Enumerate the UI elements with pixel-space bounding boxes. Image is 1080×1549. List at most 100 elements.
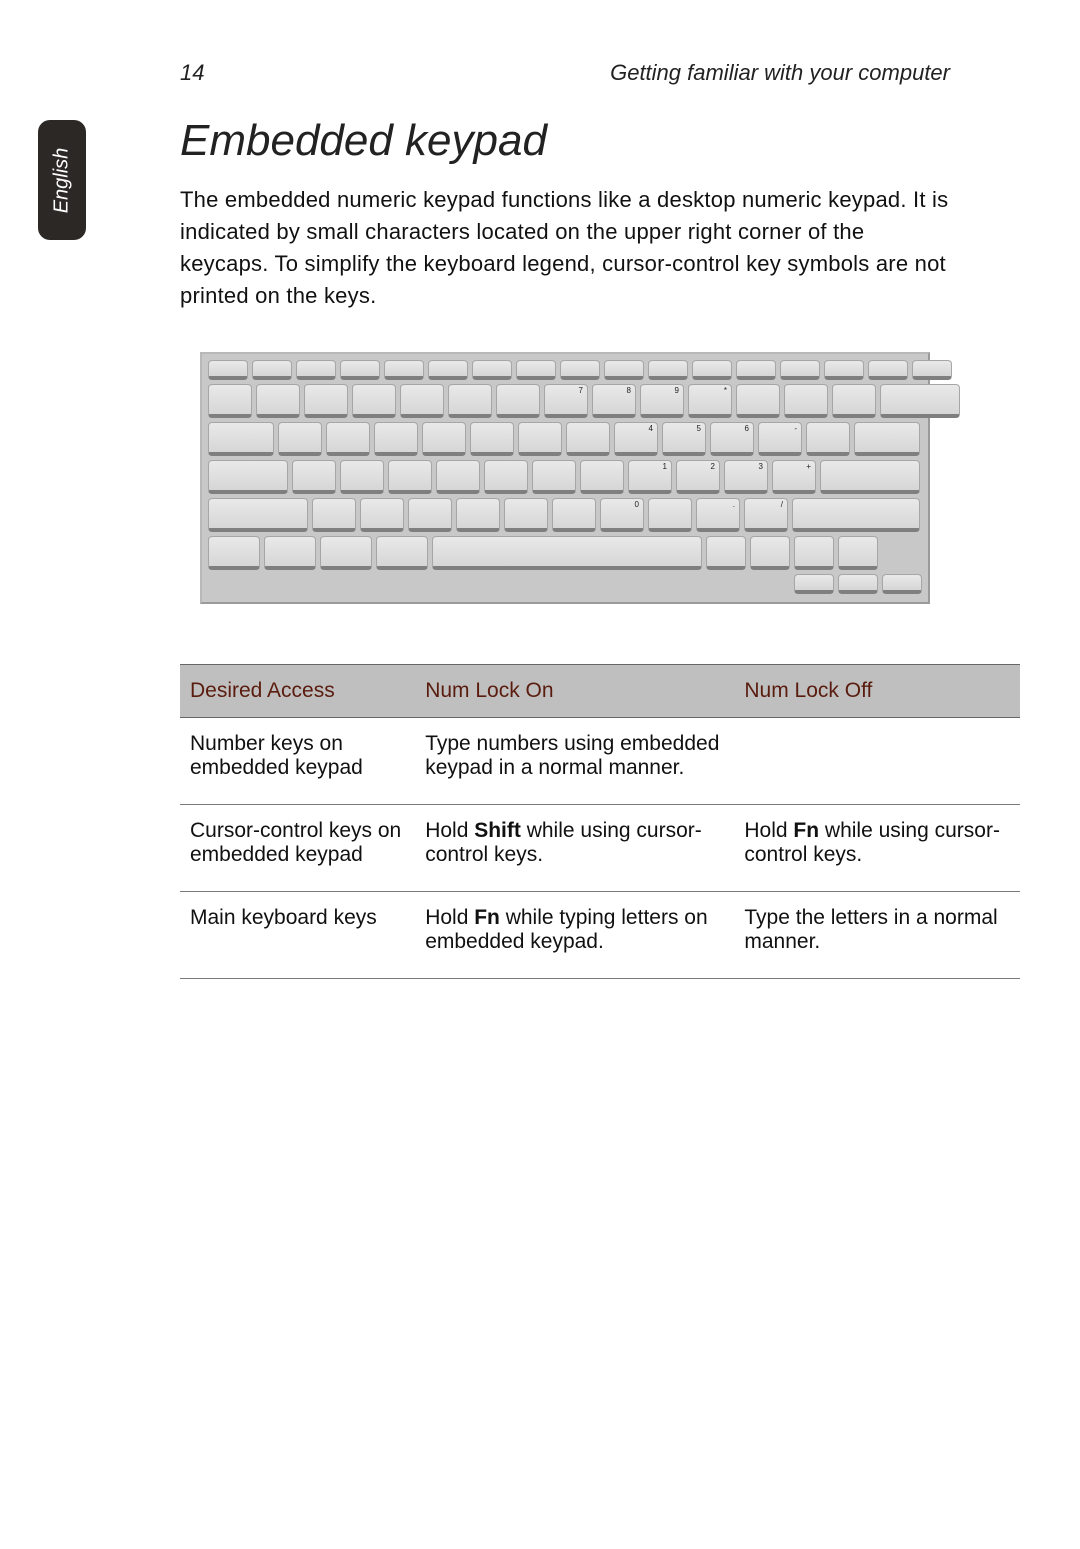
key-sublabel: 6 <box>745 424 749 433</box>
key: 5 <box>662 422 706 456</box>
keyboard-row: 45 6 - <box>208 422 922 456</box>
key-sublabel: 0 <box>635 500 639 509</box>
cell: Type numbers using embedded keypad in a … <box>415 717 734 804</box>
key <box>428 360 468 380</box>
key <box>320 536 372 570</box>
key-sublabel: * <box>724 386 727 395</box>
key-sublabel: 1 <box>663 462 667 471</box>
key <box>352 384 396 418</box>
key <box>472 360 512 380</box>
key-sublabel: 4 <box>649 424 653 433</box>
key: 4 <box>614 422 658 456</box>
key <box>648 498 692 532</box>
key <box>912 360 952 380</box>
key: + <box>772 460 816 494</box>
key: * <box>688 384 732 418</box>
key <box>580 460 624 494</box>
bold-key: Shift <box>474 819 521 842</box>
key <box>484 460 528 494</box>
key <box>824 360 864 380</box>
key <box>868 360 908 380</box>
key <box>256 384 300 418</box>
page-container: English 14 Getting familiar with your co… <box>0 0 1080 1549</box>
key <box>566 422 610 456</box>
key: 1 <box>628 460 672 494</box>
key <box>292 460 336 494</box>
text: Hold <box>425 819 474 842</box>
key <box>208 360 248 380</box>
key <box>208 498 308 532</box>
cell: Hold Fn while using cursor-control keys. <box>734 804 1020 891</box>
keyboard-diagram: 789*456-123+0./ <box>200 352 930 604</box>
key-sublabel: 3 <box>759 462 763 471</box>
key: 3 <box>724 460 768 494</box>
key <box>838 536 878 570</box>
key <box>552 498 596 532</box>
key <box>408 498 452 532</box>
key <box>456 498 500 532</box>
key <box>340 460 384 494</box>
key <box>278 422 322 456</box>
key <box>264 536 316 570</box>
table-row: Cursor-control keys on embedded keypad H… <box>180 804 1020 891</box>
bold-key: Fn <box>793 819 819 842</box>
key <box>374 422 418 456</box>
arrow-key <box>794 574 834 594</box>
key <box>560 360 600 380</box>
table-row: Main keyboard keys Hold Fn while typing … <box>180 891 1020 978</box>
col-numlock-off: Num Lock Off <box>734 664 1020 717</box>
cell: Type the letters in a normal manner. <box>734 891 1020 978</box>
key <box>780 360 820 380</box>
key <box>692 360 732 380</box>
col-numlock-on: Num Lock On <box>415 664 734 717</box>
key <box>820 460 920 494</box>
cell: Hold Fn while typing letters on embedded… <box>415 891 734 978</box>
key <box>208 422 274 456</box>
key-sublabel: - <box>794 424 797 433</box>
key <box>750 536 790 570</box>
keypad-modes-table: Desired Access Num Lock On Num Lock Off … <box>180 664 1020 979</box>
key <box>736 360 776 380</box>
arrow-key <box>838 574 878 594</box>
intro-paragraph: The embedded numeric keypad functions li… <box>180 184 950 312</box>
page-number: 14 <box>180 60 204 86</box>
cell: Cursor-control keys on embedded keypad <box>180 804 415 891</box>
cell: Number keys on embedded keypad <box>180 717 415 804</box>
key: . <box>696 498 740 532</box>
key <box>208 460 288 494</box>
key <box>296 360 336 380</box>
key <box>208 384 252 418</box>
key: / <box>744 498 788 532</box>
section-heading: Embedded keypad <box>180 116 950 166</box>
key <box>252 360 292 380</box>
key <box>470 422 514 456</box>
arrow-row <box>208 574 922 594</box>
key <box>794 536 834 570</box>
key: 8 <box>592 384 636 418</box>
key-sublabel: 8 <box>627 386 631 395</box>
key <box>304 384 348 418</box>
key-sublabel: . <box>733 500 735 509</box>
key <box>340 360 380 380</box>
key <box>208 536 260 570</box>
key-sublabel: 9 <box>675 386 679 395</box>
language-tab-label: English <box>51 147 74 213</box>
running-head: Getting familiar with your computer <box>610 60 950 86</box>
key <box>312 498 356 532</box>
key-sublabel: + <box>806 462 811 471</box>
key <box>432 536 702 570</box>
key <box>504 498 548 532</box>
key <box>448 384 492 418</box>
key <box>326 422 370 456</box>
key <box>806 422 850 456</box>
key: 7 <box>544 384 588 418</box>
key <box>376 536 428 570</box>
key <box>792 498 920 532</box>
keyboard-row: 7 8 9 * <box>208 384 922 418</box>
key <box>604 360 644 380</box>
key: 0 <box>600 498 644 532</box>
keyboard-row <box>208 360 922 380</box>
key <box>436 460 480 494</box>
key <box>360 498 404 532</box>
key <box>784 384 828 418</box>
